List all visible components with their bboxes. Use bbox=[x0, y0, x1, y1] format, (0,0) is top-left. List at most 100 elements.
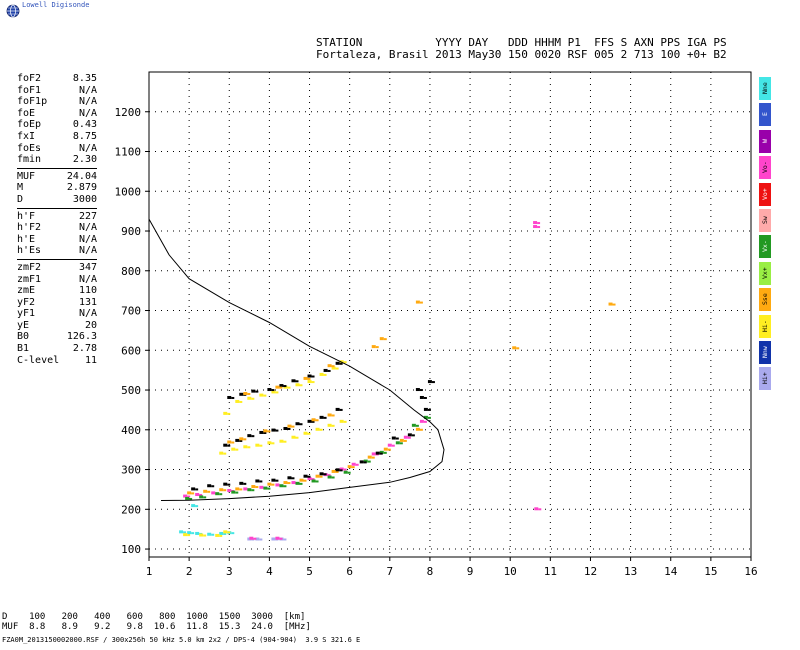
parameter-row: foF2 8.35 bbox=[17, 73, 97, 85]
parameter-value: N/A bbox=[78, 107, 97, 119]
file-info-footer: FZA0M_2013150002000.RSF / 300x256h 50 kH… bbox=[2, 636, 361, 644]
parameter-name: D bbox=[17, 193, 24, 205]
plot-frame bbox=[148, 71, 752, 558]
y-tick-label: 200 bbox=[121, 503, 141, 516]
echo-point bbox=[315, 474, 320, 478]
legend-label: Nne bbox=[760, 82, 769, 95]
echo-point bbox=[251, 435, 255, 438]
echo-point bbox=[271, 478, 276, 482]
echo-point bbox=[363, 459, 368, 463]
echo-point bbox=[299, 384, 303, 387]
parameter-value: N/A bbox=[78, 142, 97, 154]
echo-point bbox=[253, 537, 257, 540]
echo-point bbox=[211, 533, 215, 536]
legend-label: W bbox=[760, 139, 769, 144]
echo-point bbox=[315, 419, 319, 422]
echo-point bbox=[239, 392, 244, 396]
parameter-row: foF1p N/A bbox=[17, 96, 97, 108]
echo-point bbox=[427, 416, 431, 419]
echo-point bbox=[251, 397, 255, 400]
echo-point bbox=[203, 489, 208, 493]
echo-point bbox=[415, 427, 420, 431]
echo-point bbox=[187, 495, 191, 498]
echo-point bbox=[399, 438, 404, 442]
echo-point bbox=[263, 429, 268, 433]
echo-point bbox=[331, 469, 336, 473]
echo-point bbox=[227, 395, 232, 399]
parameter-name: MUF bbox=[17, 170, 36, 182]
echo-point bbox=[379, 450, 384, 454]
echo-point bbox=[283, 385, 287, 388]
echo-point bbox=[331, 366, 336, 370]
echo-point bbox=[534, 507, 539, 511]
echo-point bbox=[279, 386, 283, 389]
echo-point bbox=[267, 388, 272, 392]
echo-point bbox=[307, 432, 311, 435]
echo-point bbox=[267, 430, 271, 433]
echo-point bbox=[307, 377, 311, 380]
echo-point bbox=[375, 451, 380, 455]
legend-label: Vo+ bbox=[760, 188, 769, 200]
header-line-2: Fortaleza, Brasil 2013 May30 150 0020 RS… bbox=[316, 48, 727, 61]
legend-label: Sw bbox=[760, 216, 769, 225]
parameter-row: foEs N/A bbox=[17, 143, 97, 155]
y-tick-label: 1100 bbox=[115, 146, 142, 159]
parameter-name: foF1 bbox=[17, 84, 42, 96]
echo-point bbox=[291, 481, 296, 485]
echo-point bbox=[247, 537, 252, 541]
echo-point bbox=[331, 414, 335, 417]
echo-point bbox=[255, 443, 260, 447]
echo-point bbox=[287, 424, 292, 428]
echo-point bbox=[331, 365, 335, 368]
echo-point bbox=[403, 435, 408, 439]
echo-point bbox=[419, 389, 423, 392]
echo-point bbox=[303, 479, 307, 482]
echo-point bbox=[407, 436, 411, 439]
echo-point bbox=[379, 337, 384, 341]
parameter-name: foE bbox=[17, 107, 36, 119]
echo-point bbox=[339, 362, 343, 365]
x-tick-label: 7 bbox=[386, 565, 393, 578]
parameter-name: fxI bbox=[17, 130, 36, 142]
echo-point bbox=[215, 492, 220, 496]
echo-point bbox=[239, 437, 244, 441]
echo-point bbox=[243, 438, 247, 441]
legend-swatch-e: E bbox=[759, 103, 771, 127]
echo-point bbox=[207, 532, 212, 536]
parameter-name: fmin bbox=[17, 154, 42, 166]
parameter-row: zmE 110 bbox=[17, 285, 97, 297]
parameter-value: N/A bbox=[78, 222, 97, 234]
x-tick-label: 10 bbox=[504, 565, 517, 578]
x-tick-label: 6 bbox=[346, 565, 353, 578]
echo-point bbox=[235, 399, 240, 403]
parameter-name: yF2 bbox=[17, 296, 36, 308]
echo-point bbox=[315, 480, 319, 483]
echo-point bbox=[235, 448, 239, 451]
echo-point bbox=[275, 391, 279, 394]
echo-point bbox=[219, 451, 224, 455]
echo-point bbox=[387, 448, 391, 451]
parameter-row: B1 2.78 bbox=[17, 343, 97, 355]
parameter-value: N/A bbox=[78, 245, 97, 257]
echo-point bbox=[255, 486, 259, 489]
x-tick-label: 4 bbox=[266, 565, 273, 578]
echo-point bbox=[323, 368, 328, 372]
parameter-value: 3000 bbox=[72, 193, 97, 205]
echo-point bbox=[415, 424, 419, 427]
echo-point bbox=[383, 447, 388, 451]
echo-point bbox=[291, 425, 295, 428]
x-tick-label: 3 bbox=[226, 565, 233, 578]
echo-point bbox=[275, 479, 279, 482]
echo-point bbox=[315, 427, 320, 431]
y-tick-label: 400 bbox=[121, 424, 141, 437]
echo-point bbox=[339, 467, 344, 471]
echo-point bbox=[311, 381, 315, 384]
echo-point bbox=[259, 444, 263, 447]
parameter-value: 8.75 bbox=[72, 130, 97, 142]
echo-point bbox=[327, 369, 331, 372]
parameter-name: h'F2 bbox=[17, 222, 42, 234]
echo-point bbox=[295, 383, 300, 387]
echo-point bbox=[207, 484, 212, 488]
echo-point bbox=[379, 452, 383, 455]
echo-point bbox=[419, 428, 423, 431]
